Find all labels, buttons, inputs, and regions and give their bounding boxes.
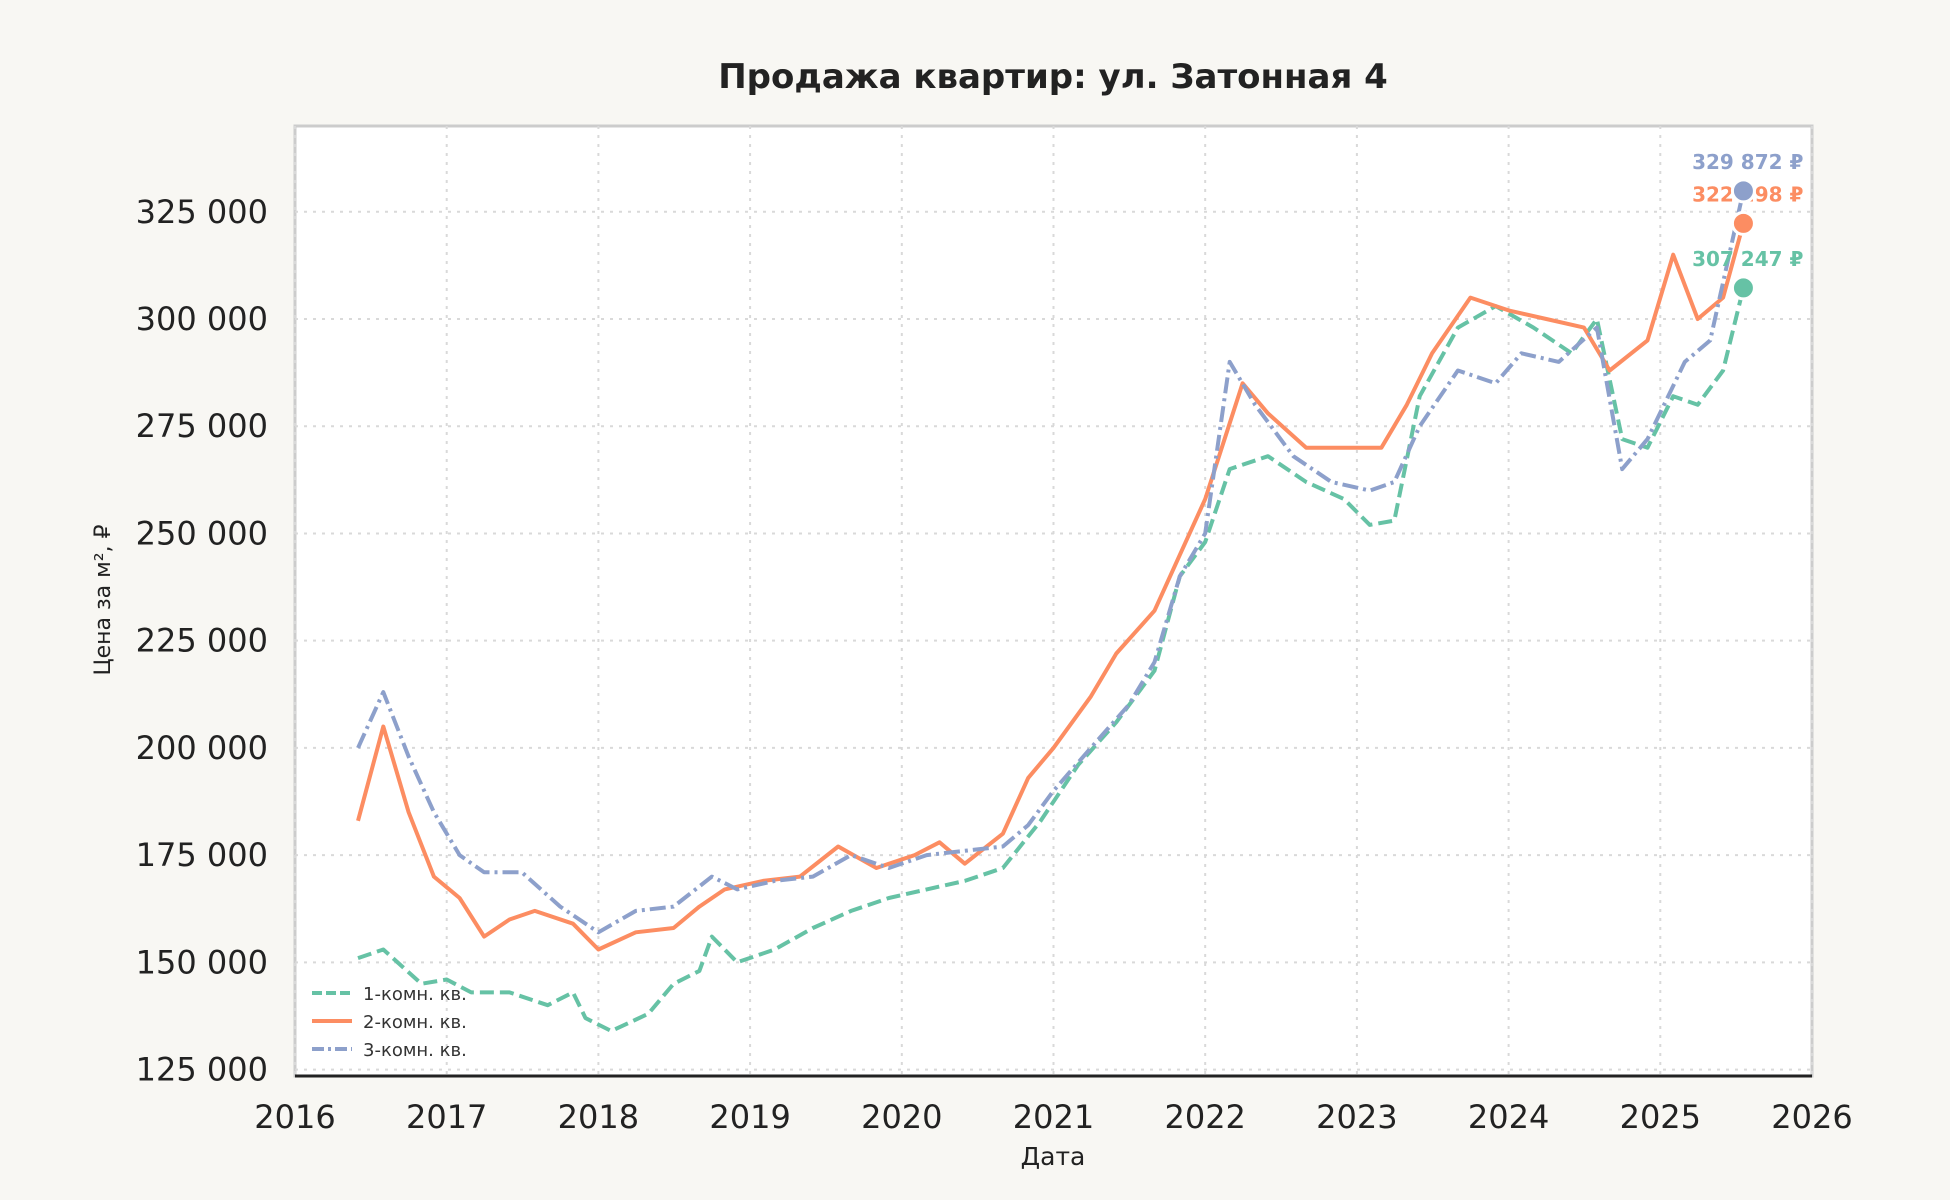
y-tick-label: 175 000 [136,836,268,874]
x-tick-label: 2023 [1316,1098,1397,1136]
y-tick-label: 275 000 [136,407,268,445]
y-axis-label: Цена за м², ₽ [91,524,116,675]
x-tick-label: 2021 [1013,1098,1094,1136]
x-tick-label: 2017 [406,1098,487,1136]
series-end-marker-3 [1730,178,1756,204]
chart-title: Продажа квартир: ул. Затонная 4 [718,57,1388,97]
x-tick-label: 2025 [1620,1098,1701,1136]
series-group [356,190,1746,1033]
series-line-2 [356,222,1746,952]
x-tick-label: 2019 [709,1098,790,1136]
y-tick-label: 250 000 [136,514,268,552]
y-tick-label: 325 000 [136,193,268,231]
series-end-label-3: 329 872 ₽ [1692,150,1803,174]
y-tick-labels: 125 000 150 000 175 000 200 000 225 000 250 0… [136,193,268,1089]
series-end-marker-1 [1730,275,1756,301]
x-tick-label: 2016 [254,1098,335,1136]
legend: 1-комн. кв. 2-комн. кв. 3-комн. кв. [312,984,467,1061]
y-tick-label: 125 000 [136,1051,268,1089]
x-tick-label: 2024 [1468,1098,1549,1136]
x-tick-label: 2026 [1771,1098,1852,1136]
legend-label-3: 3-комн. кв. [363,1040,467,1061]
x-tick-label: 2020 [861,1098,942,1136]
plot-area [293,124,1814,1078]
series-line-3 [356,190,1746,935]
legend-label-1: 1-комн. кв. [363,984,467,1005]
y-tick-label: 200 000 [136,729,268,767]
series-line-1 [357,287,1746,1033]
y-tick-label: 225 000 [136,622,268,660]
series-end-marker-2 [1730,210,1756,236]
series-end-label-1: 307 247 ₽ [1692,247,1803,271]
x-tick-label: 2018 [558,1098,639,1136]
y-tick-label: 150 000 [136,943,268,981]
y-tick-label: 300 000 [136,300,268,338]
x-tick-label: 2022 [1164,1098,1245,1136]
legend-label-2: 2-комн. кв. [363,1012,467,1033]
x-tick-labels: 2016 2017 2018 2019 2020 2021 2022 2023 2024 2025… [254,1098,1852,1136]
end-labels: 307 247 ₽322 298 ₽329 872 ₽ [1692,150,1804,301]
x-axis-label: Дата [1021,1142,1086,1171]
